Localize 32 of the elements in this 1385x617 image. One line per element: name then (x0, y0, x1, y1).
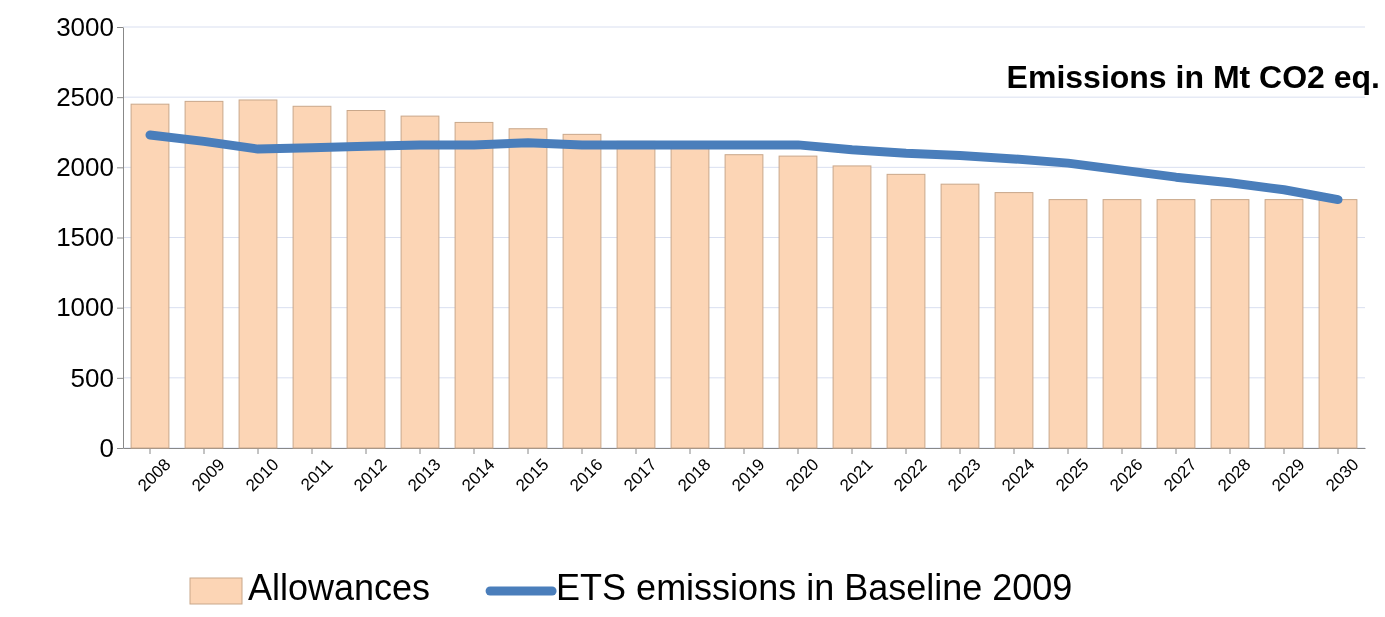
bar (1264, 199, 1304, 449)
bar (886, 173, 926, 449)
bar (454, 121, 494, 449)
bar (832, 165, 872, 449)
bar (670, 147, 710, 449)
bar (1102, 199, 1142, 449)
bar (562, 133, 602, 449)
bar (508, 128, 548, 449)
bar (994, 192, 1034, 449)
y-tick-label: 2000 (56, 152, 114, 183)
bar (292, 105, 332, 449)
bar (940, 183, 980, 449)
y-tick-label: 2500 (56, 81, 114, 112)
y-tick-label: 500 (70, 362, 114, 393)
bar (130, 103, 170, 449)
y-tick-label: 1500 (56, 222, 114, 253)
bar (1210, 199, 1250, 449)
legend-label: ETS emissions in Baseline 2009 (556, 567, 1073, 608)
y-tick-label: 1000 (56, 292, 114, 323)
bar (1048, 199, 1088, 449)
bar (184, 100, 224, 449)
bar (1156, 199, 1196, 449)
legend-label: Allowances (248, 567, 431, 608)
y-tick-label: 3000 (56, 11, 114, 42)
text: Emissions in Mt CO2 eq. (1006, 59, 1380, 95)
bar (238, 99, 278, 449)
bar (346, 110, 386, 449)
y-tick-label: 0 (99, 432, 114, 463)
bar (1318, 199, 1358, 449)
bar (724, 154, 764, 449)
bar (400, 115, 440, 449)
bar (778, 155, 818, 449)
